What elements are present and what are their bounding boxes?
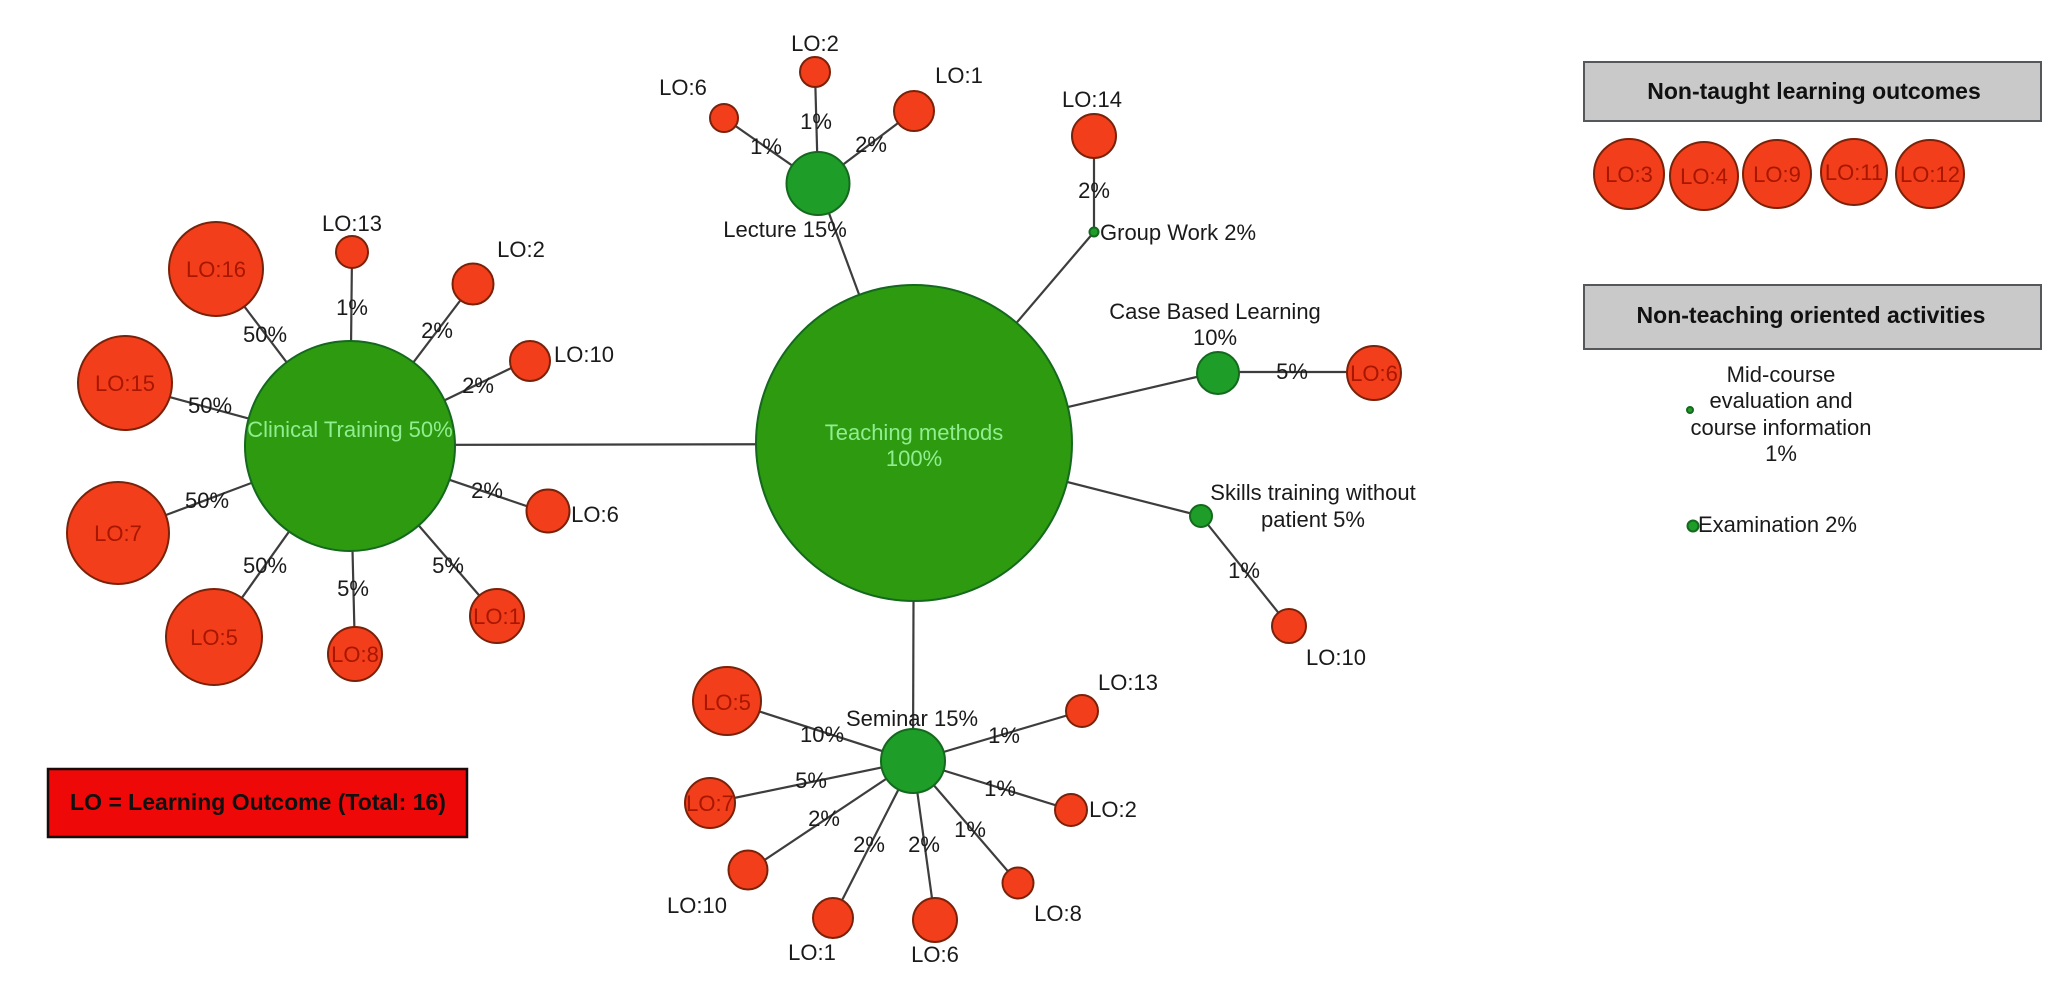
svg-text:LO:1: LO:1 <box>473 604 521 629</box>
svg-text:2%: 2% <box>908 832 940 857</box>
svg-text:LO:3: LO:3 <box>1605 162 1653 187</box>
svg-text:LO:6: LO:6 <box>911 942 959 967</box>
svg-text:LO:6: LO:6 <box>571 502 619 527</box>
svg-text:patient 5%: patient 5% <box>1261 507 1365 532</box>
svg-text:5%: 5% <box>432 553 464 578</box>
svg-text:1%: 1% <box>1228 558 1260 583</box>
svg-text:LO:2: LO:2 <box>497 237 545 262</box>
svg-text:2%: 2% <box>462 373 494 398</box>
svg-text:100%: 100% <box>886 446 942 471</box>
svg-text:Lecture 15%: Lecture 15% <box>723 217 847 242</box>
svg-text:LO:4: LO:4 <box>1680 164 1728 189</box>
svg-text:LO:8: LO:8 <box>1034 901 1082 926</box>
svg-text:2%: 2% <box>808 806 840 831</box>
svg-text:LO:10: LO:10 <box>1306 645 1366 670</box>
svg-text:1%: 1% <box>800 109 832 134</box>
svg-text:Case Based Learning: Case Based Learning <box>1109 299 1321 324</box>
svg-text:2%: 2% <box>853 832 885 857</box>
svg-text:LO:1: LO:1 <box>935 63 983 88</box>
svg-text:1%: 1% <box>954 817 986 842</box>
svg-text:LO:6: LO:6 <box>1350 361 1398 386</box>
svg-text:1%: 1% <box>336 295 368 320</box>
svg-text:5%: 5% <box>337 576 369 601</box>
svg-text:Skills training without: Skills training without <box>1210 480 1415 505</box>
svg-text:2%: 2% <box>421 318 453 343</box>
svg-text:LO:7: LO:7 <box>94 521 142 546</box>
svg-text:Non-teaching oriented activiti: Non-teaching oriented activities <box>1637 302 1986 328</box>
svg-text:50%: 50% <box>243 322 287 347</box>
svg-text:course information: course information <box>1691 415 1872 440</box>
svg-text:Non-taught learning outcomes: Non-taught learning outcomes <box>1647 78 1981 104</box>
svg-text:Mid-course: Mid-course <box>1727 362 1836 387</box>
svg-text:Seminar 15%: Seminar 15% <box>846 706 978 731</box>
svg-text:LO:7: LO:7 <box>686 791 734 816</box>
svg-text:1%: 1% <box>1765 441 1797 466</box>
svg-text:LO:11: LO:11 <box>1825 160 1883 185</box>
svg-text:Clinical Training 50%: Clinical Training 50% <box>247 417 452 442</box>
svg-text:2%: 2% <box>471 478 503 503</box>
svg-text:1%: 1% <box>988 723 1020 748</box>
svg-text:LO:2: LO:2 <box>791 31 839 56</box>
svg-text:LO:15: LO:15 <box>95 371 155 396</box>
svg-text:LO:1: LO:1 <box>788 940 836 965</box>
svg-text:1%: 1% <box>984 776 1016 801</box>
svg-text:50%: 50% <box>188 393 232 418</box>
svg-text:LO:5: LO:5 <box>190 625 238 650</box>
svg-text:LO:16: LO:16 <box>186 257 246 282</box>
svg-text:5%: 5% <box>795 768 827 793</box>
svg-text:LO:12: LO:12 <box>1900 162 1960 187</box>
svg-text:LO:5: LO:5 <box>703 690 751 715</box>
svg-text:50%: 50% <box>185 488 229 513</box>
svg-text:1%: 1% <box>750 134 782 159</box>
svg-text:LO:2: LO:2 <box>1089 797 1137 822</box>
svg-text:50%: 50% <box>243 553 287 578</box>
svg-text:LO:8: LO:8 <box>331 642 379 667</box>
svg-text:Group Work 2%: Group Work 2% <box>1100 220 1256 245</box>
svg-text:LO:10: LO:10 <box>667 893 727 918</box>
svg-text:LO:6: LO:6 <box>659 75 707 100</box>
svg-text:LO:13: LO:13 <box>322 211 382 236</box>
svg-text:Teaching methods: Teaching methods <box>825 420 1004 445</box>
svg-text:LO:9: LO:9 <box>1753 162 1801 187</box>
svg-text:2%: 2% <box>1078 178 1110 203</box>
svg-text:LO:13: LO:13 <box>1098 670 1158 695</box>
svg-text:10%: 10% <box>800 722 844 747</box>
svg-text:5%: 5% <box>1276 359 1308 384</box>
svg-text:10%: 10% <box>1193 325 1237 350</box>
svg-text:LO:14: LO:14 <box>1062 87 1122 112</box>
svg-text:2%: 2% <box>855 132 887 157</box>
svg-text:LO = Learning Outcome (Total:: LO = Learning Outcome (Total: 16) <box>70 789 446 815</box>
svg-text:LO:10: LO:10 <box>554 342 614 367</box>
svg-text:evaluation and: evaluation and <box>1709 388 1852 413</box>
svg-text:Examination 2%: Examination 2% <box>1698 512 1857 537</box>
